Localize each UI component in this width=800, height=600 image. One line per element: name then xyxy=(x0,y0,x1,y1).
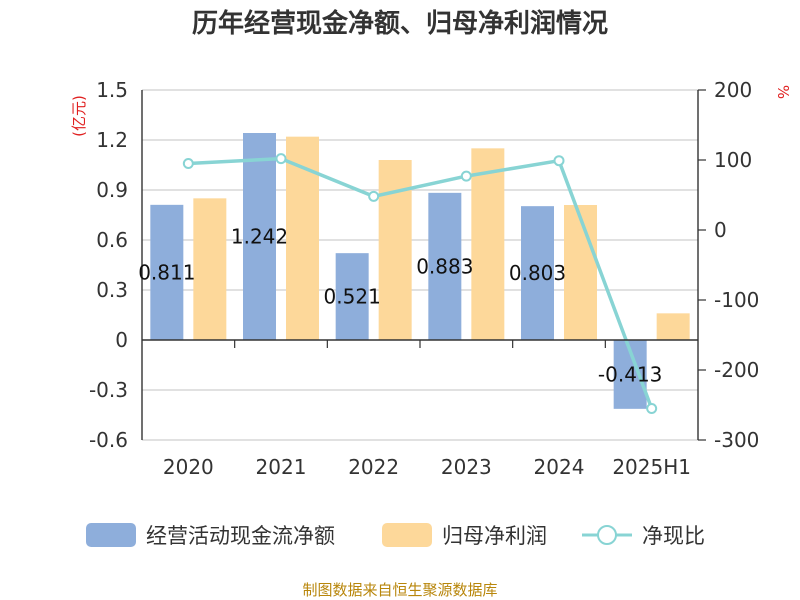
left-axis-unit: (亿元) xyxy=(70,95,88,137)
right-tick-label: -300 xyxy=(714,428,759,452)
chart-title: 历年经营现金净额、归母净利润情况 xyxy=(192,8,608,39)
cashflow-bar xyxy=(150,204,184,340)
bars xyxy=(150,133,690,409)
right-tick-label: 200 xyxy=(714,78,752,102)
cashflow-bar xyxy=(428,192,462,340)
legend: 经营活动现金流净额 归母净利润 净现比 xyxy=(86,523,705,548)
legend-swatch-netprofit xyxy=(382,523,432,547)
right-tick-label: -100 xyxy=(714,288,759,312)
cashflow-bar xyxy=(335,253,369,340)
x-tick-label: 2025H1 xyxy=(612,455,691,479)
left-tick-label: 0.9 xyxy=(96,178,128,202)
cash-ratio-point xyxy=(646,403,658,414)
left-tick-label: 0 xyxy=(115,328,128,352)
cash-ratio-line xyxy=(188,156,654,410)
x-tick-label: 2023 xyxy=(441,455,492,479)
cashflow-data-label: 0.883 xyxy=(416,254,473,278)
data-labels: 0.811 1.242 0.521 0.883 0.803 -0.413 xyxy=(138,225,662,387)
legend-label-netprofit: 归母净利润 xyxy=(442,524,547,548)
right-axis-unit: % xyxy=(774,85,792,99)
legend-label-cashflow: 经营活动现金流净额 xyxy=(146,524,335,548)
cashflow-data-label: 0.521 xyxy=(324,285,381,309)
left-tick-label: -0.3 xyxy=(89,378,128,402)
netprofit-bar xyxy=(193,198,227,340)
left-tick-label: 0.6 xyxy=(96,228,128,252)
grid xyxy=(142,89,698,441)
line-series xyxy=(182,153,658,414)
left-tick-label: -0.6 xyxy=(89,428,128,452)
right-tick-label: 100 xyxy=(714,148,752,172)
x-tick-label: 2020 xyxy=(163,455,214,479)
left-tick-label: 1.2 xyxy=(96,128,128,152)
cashflow-data-label: 0.803 xyxy=(509,261,566,285)
netprofit-bar xyxy=(564,205,597,340)
x-tick-label: 2021 xyxy=(256,455,307,479)
netprofit-bar xyxy=(471,148,505,340)
left-tick-label: 1.5 xyxy=(96,78,128,102)
cashflow-data-label: 0.811 xyxy=(138,260,195,284)
cash-ratio-point xyxy=(460,170,472,182)
legend-marker-ratio xyxy=(597,525,617,545)
legend-label-ratio: 净现比 xyxy=(642,524,705,548)
cash-ratio-point xyxy=(368,190,380,202)
x-tick-label: 2022 xyxy=(348,455,399,479)
cash-ratio-point xyxy=(553,155,565,167)
left-tick-label: 0.3 xyxy=(96,278,128,302)
cash-ratio-point xyxy=(275,153,287,165)
right-tick-label: -200 xyxy=(714,358,759,382)
cashflow-bar xyxy=(521,206,554,340)
netprofit-bar xyxy=(656,313,690,340)
legend-swatch-cashflow xyxy=(86,523,136,547)
x-tick-label: 2024 xyxy=(534,455,585,479)
cash-ratio-point xyxy=(182,158,194,169)
right-tick-label: 0 xyxy=(714,218,727,242)
cashflow-data-label: 1.242 xyxy=(231,225,288,249)
axes: -0.6 -0.3 0 0.3 0.6 0.9 1.2 1.5 -300 -200 -100 0 100… xyxy=(89,78,759,479)
netprofit-bar xyxy=(378,160,412,340)
cashflow-bar xyxy=(243,133,276,340)
source-note: 制图数据来自恒生聚源数据库 xyxy=(302,581,497,599)
cashflow-data-label: -0.413 xyxy=(598,362,662,386)
